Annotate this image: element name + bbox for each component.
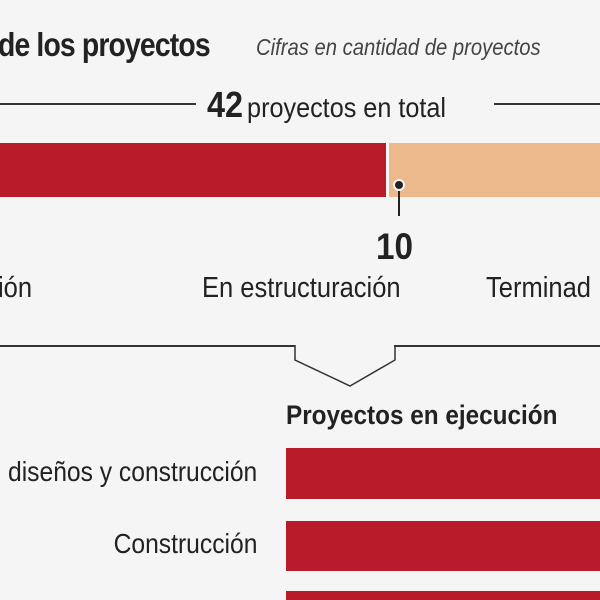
bar-segment-estructuracion	[389, 143, 600, 197]
bar-construccion	[286, 521, 600, 571]
row-label-disenos: diseños y construcción	[7, 456, 257, 487]
bar-segment-ejecucion	[0, 143, 386, 197]
total-number: 42	[207, 84, 244, 125]
row-label-construccion: Construcción	[113, 528, 257, 559]
bar-disenos-construccion	[286, 448, 600, 499]
value-marker-dot	[393, 179, 405, 191]
stacked-bar	[0, 143, 600, 197]
bar-segment-divider	[386, 143, 389, 197]
bar-gap	[286, 571, 600, 591]
bracket-line-right	[394, 345, 600, 347]
total-caption: 42 proyectos en total	[207, 84, 446, 126]
chart-subtitle: Cifras en cantidad de proyectos	[256, 34, 541, 60]
total-rule-right	[494, 103, 600, 105]
subchart-title: Proyectos en ejecución	[286, 400, 558, 430]
total-label: proyectos en total	[247, 92, 446, 123]
category-label-terminados: Terminad	[486, 272, 591, 304]
bracket-arrow	[294, 345, 396, 387]
data-label-estructuracion: 10	[376, 226, 414, 267]
chart-title: de los proyectos	[0, 26, 211, 63]
value-marker-line	[398, 184, 400, 216]
bar-gap	[286, 499, 600, 521]
bracket-line-left	[0, 345, 295, 347]
total-rule-left	[0, 103, 196, 105]
category-label-ejecucion: ión	[0, 272, 33, 304]
category-label-estructuracion: En estructuración	[202, 272, 401, 304]
bar-next	[286, 591, 600, 600]
